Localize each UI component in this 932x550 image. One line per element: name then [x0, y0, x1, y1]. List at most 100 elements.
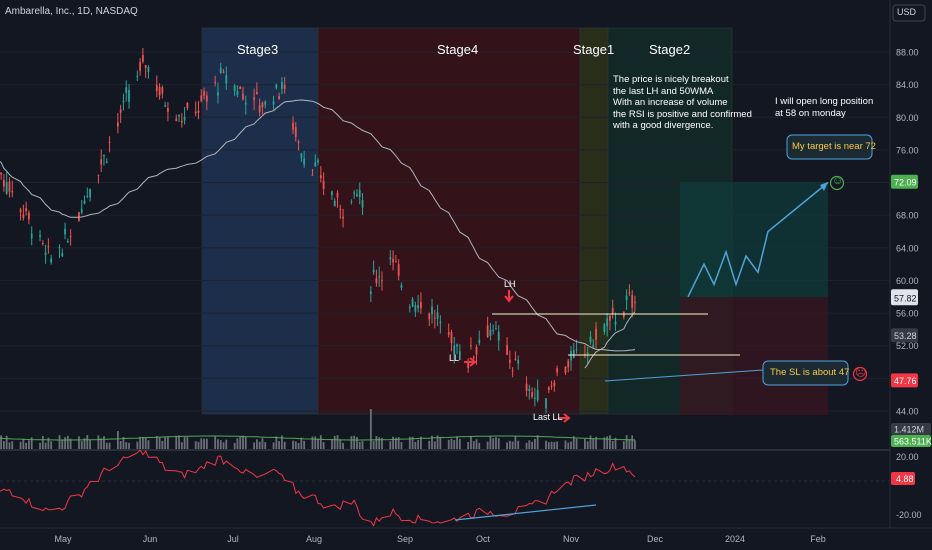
- candle-body: [545, 398, 547, 409]
- candle-body: [214, 82, 217, 84]
- frown-icon-ring: [852, 366, 868, 382]
- candle-body: [8, 181, 11, 192]
- volume-bar: [603, 437, 606, 449]
- candle-body: [39, 235, 41, 237]
- volume-bar: [155, 435, 158, 449]
- candle-body: [28, 212, 30, 220]
- candle-body: [22, 214, 25, 219]
- time-tick-label: Aug: [306, 534, 322, 544]
- volume-bar: [136, 441, 139, 449]
- rsi-marker-label: 4.88: [896, 474, 914, 484]
- candle-body: [105, 161, 108, 164]
- volume-bar: [609, 435, 611, 449]
- volume-bar: [116, 431, 119, 449]
- candle-body: [197, 110, 200, 113]
- volume-bar: [531, 441, 533, 449]
- rsi-tick-label: -20.00: [896, 510, 922, 520]
- candle-body: [414, 305, 417, 312]
- volume-bar: [389, 441, 392, 449]
- volume-bar: [517, 440, 520, 449]
- candle-body: [586, 352, 589, 355]
- volume-bar: [381, 437, 383, 449]
- volume-bar: [564, 440, 567, 449]
- sl-callout-box: [762, 360, 849, 386]
- candle-body: [378, 276, 381, 278]
- volume-bar: [41, 435, 44, 449]
- candle-body: [58, 247, 61, 249]
- volume-bar: [458, 438, 461, 449]
- sl-trendline: [604, 369, 764, 382]
- volume-bar: [147, 440, 150, 449]
- candle-body: [467, 361, 470, 369]
- volume-bar: [378, 437, 381, 449]
- volume-bar: [278, 441, 281, 449]
- candle-body: [358, 189, 361, 197]
- volume-bar: [39, 442, 41, 449]
- stage1-label: Stage1: [573, 42, 615, 57]
- candle-body: [225, 75, 228, 84]
- volume-bar: [553, 442, 556, 449]
- volume-bar: [584, 438, 586, 449]
- candle-body: [311, 174, 314, 176]
- volume-bar: [19, 441, 22, 449]
- candle-body: [175, 118, 178, 121]
- candle-body: [375, 278, 378, 284]
- candle-body: [147, 67, 150, 72]
- volume-bar: [164, 436, 167, 449]
- stage2-label: Stage2: [649, 42, 691, 57]
- candle-body: [11, 191, 14, 193]
- volume-bar: [572, 436, 575, 449]
- currency-label[interactable]: USD: [897, 7, 917, 17]
- volume-bar: [281, 435, 283, 449]
- candle-body: [397, 264, 400, 276]
- volume-bar: [336, 435, 339, 449]
- volume-bar: [506, 442, 508, 449]
- volume-bar: [408, 436, 411, 449]
- candle-body: [547, 387, 550, 390]
- chart-title: Ambarella, Inc., 1D, NASDAQ: [5, 6, 138, 17]
- candle-body: [634, 301, 636, 303]
- volume-bar: [219, 440, 222, 449]
- volume-bar: [631, 435, 634, 449]
- volume-bar: [450, 438, 453, 449]
- candle-body: [108, 141, 111, 143]
- price-tick-label: 84.00: [896, 80, 919, 90]
- volume-bar: [105, 442, 108, 449]
- lh-label: LH: [504, 279, 516, 289]
- volume-bar: [339, 439, 342, 449]
- last-ll-arrow-icon: [558, 413, 571, 423]
- stage3-label: Stage3: [237, 42, 279, 57]
- volume-bar: [103, 436, 105, 449]
- volume-bar: [528, 440, 531, 449]
- volume-bar: [58, 435, 61, 449]
- volume-bar: [100, 438, 103, 449]
- note-line: the last LH and 50WMA: [613, 85, 714, 97]
- lh-arrow-icon: [504, 290, 514, 303]
- candle-body: [514, 358, 517, 360]
- candle-body: [528, 388, 531, 391]
- candle-body: [394, 261, 397, 263]
- price-tick-label: 52.00: [896, 341, 919, 351]
- volume-bar: [342, 442, 344, 449]
- candle-body: [428, 313, 431, 320]
- candle-body: [631, 294, 634, 308]
- volume-bar: [550, 441, 553, 449]
- volume-bar: [545, 440, 547, 449]
- candle-body: [80, 208, 83, 213]
- candle-body: [392, 258, 394, 263]
- volume-bar: [331, 439, 333, 449]
- currency-box[interactable]: [892, 4, 926, 22]
- volume-bar: [272, 442, 275, 449]
- candle-body: [292, 122, 294, 130]
- volume-bar: [397, 437, 400, 449]
- volume-bar: [283, 441, 286, 449]
- candle-body: [128, 90, 130, 102]
- candle-body: [492, 330, 495, 332]
- time-tick-label: Jun: [143, 534, 158, 544]
- candle-body: [122, 101, 125, 103]
- volume-bar: [478, 442, 481, 449]
- price-tick-label: 64.00: [896, 243, 919, 253]
- candle-body: [275, 84, 278, 88]
- volume-bar: [11, 441, 14, 449]
